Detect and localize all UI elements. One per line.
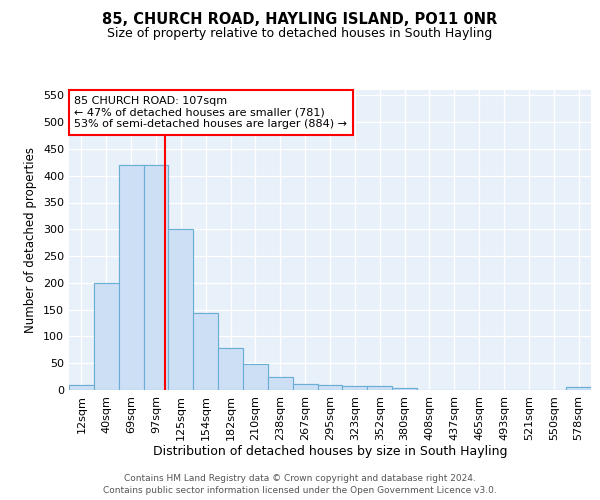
Bar bbox=[392, 388, 417, 390]
Bar bbox=[293, 384, 317, 390]
Bar bbox=[367, 386, 392, 390]
Text: Size of property relative to detached houses in South Hayling: Size of property relative to detached ho… bbox=[107, 28, 493, 40]
Bar bbox=[169, 230, 193, 390]
X-axis label: Distribution of detached houses by size in South Hayling: Distribution of detached houses by size … bbox=[153, 446, 507, 458]
Bar bbox=[293, 384, 317, 390]
Bar bbox=[566, 388, 591, 390]
Bar bbox=[143, 165, 169, 390]
Text: 85 CHURCH ROAD: 107sqm
← 47% of detached houses are smaller (781)
53% of semi-de: 85 CHURCH ROAD: 107sqm ← 47% of detached… bbox=[74, 96, 347, 129]
Bar bbox=[317, 384, 343, 390]
Bar bbox=[367, 386, 392, 390]
Bar bbox=[69, 384, 94, 390]
Bar bbox=[392, 388, 417, 390]
Bar bbox=[94, 283, 119, 390]
Bar bbox=[94, 283, 119, 390]
Bar bbox=[343, 386, 367, 390]
Bar bbox=[143, 165, 169, 390]
Bar bbox=[268, 376, 293, 390]
Y-axis label: Number of detached properties: Number of detached properties bbox=[25, 147, 37, 333]
Bar bbox=[243, 364, 268, 390]
Bar bbox=[193, 314, 218, 390]
Text: Contains public sector information licensed under the Open Government Licence v3: Contains public sector information licen… bbox=[103, 486, 497, 495]
Bar bbox=[119, 165, 143, 390]
Bar bbox=[566, 388, 591, 390]
Bar bbox=[169, 230, 193, 390]
Bar bbox=[119, 165, 143, 390]
Bar bbox=[218, 348, 243, 390]
Bar bbox=[317, 384, 343, 390]
Bar bbox=[193, 314, 218, 390]
Bar bbox=[343, 386, 367, 390]
Bar bbox=[243, 364, 268, 390]
Bar bbox=[268, 376, 293, 390]
Text: Contains HM Land Registry data © Crown copyright and database right 2024.: Contains HM Land Registry data © Crown c… bbox=[124, 474, 476, 483]
Bar bbox=[69, 384, 94, 390]
Text: 85, CHURCH ROAD, HAYLING ISLAND, PO11 0NR: 85, CHURCH ROAD, HAYLING ISLAND, PO11 0N… bbox=[103, 12, 497, 28]
Bar bbox=[218, 348, 243, 390]
